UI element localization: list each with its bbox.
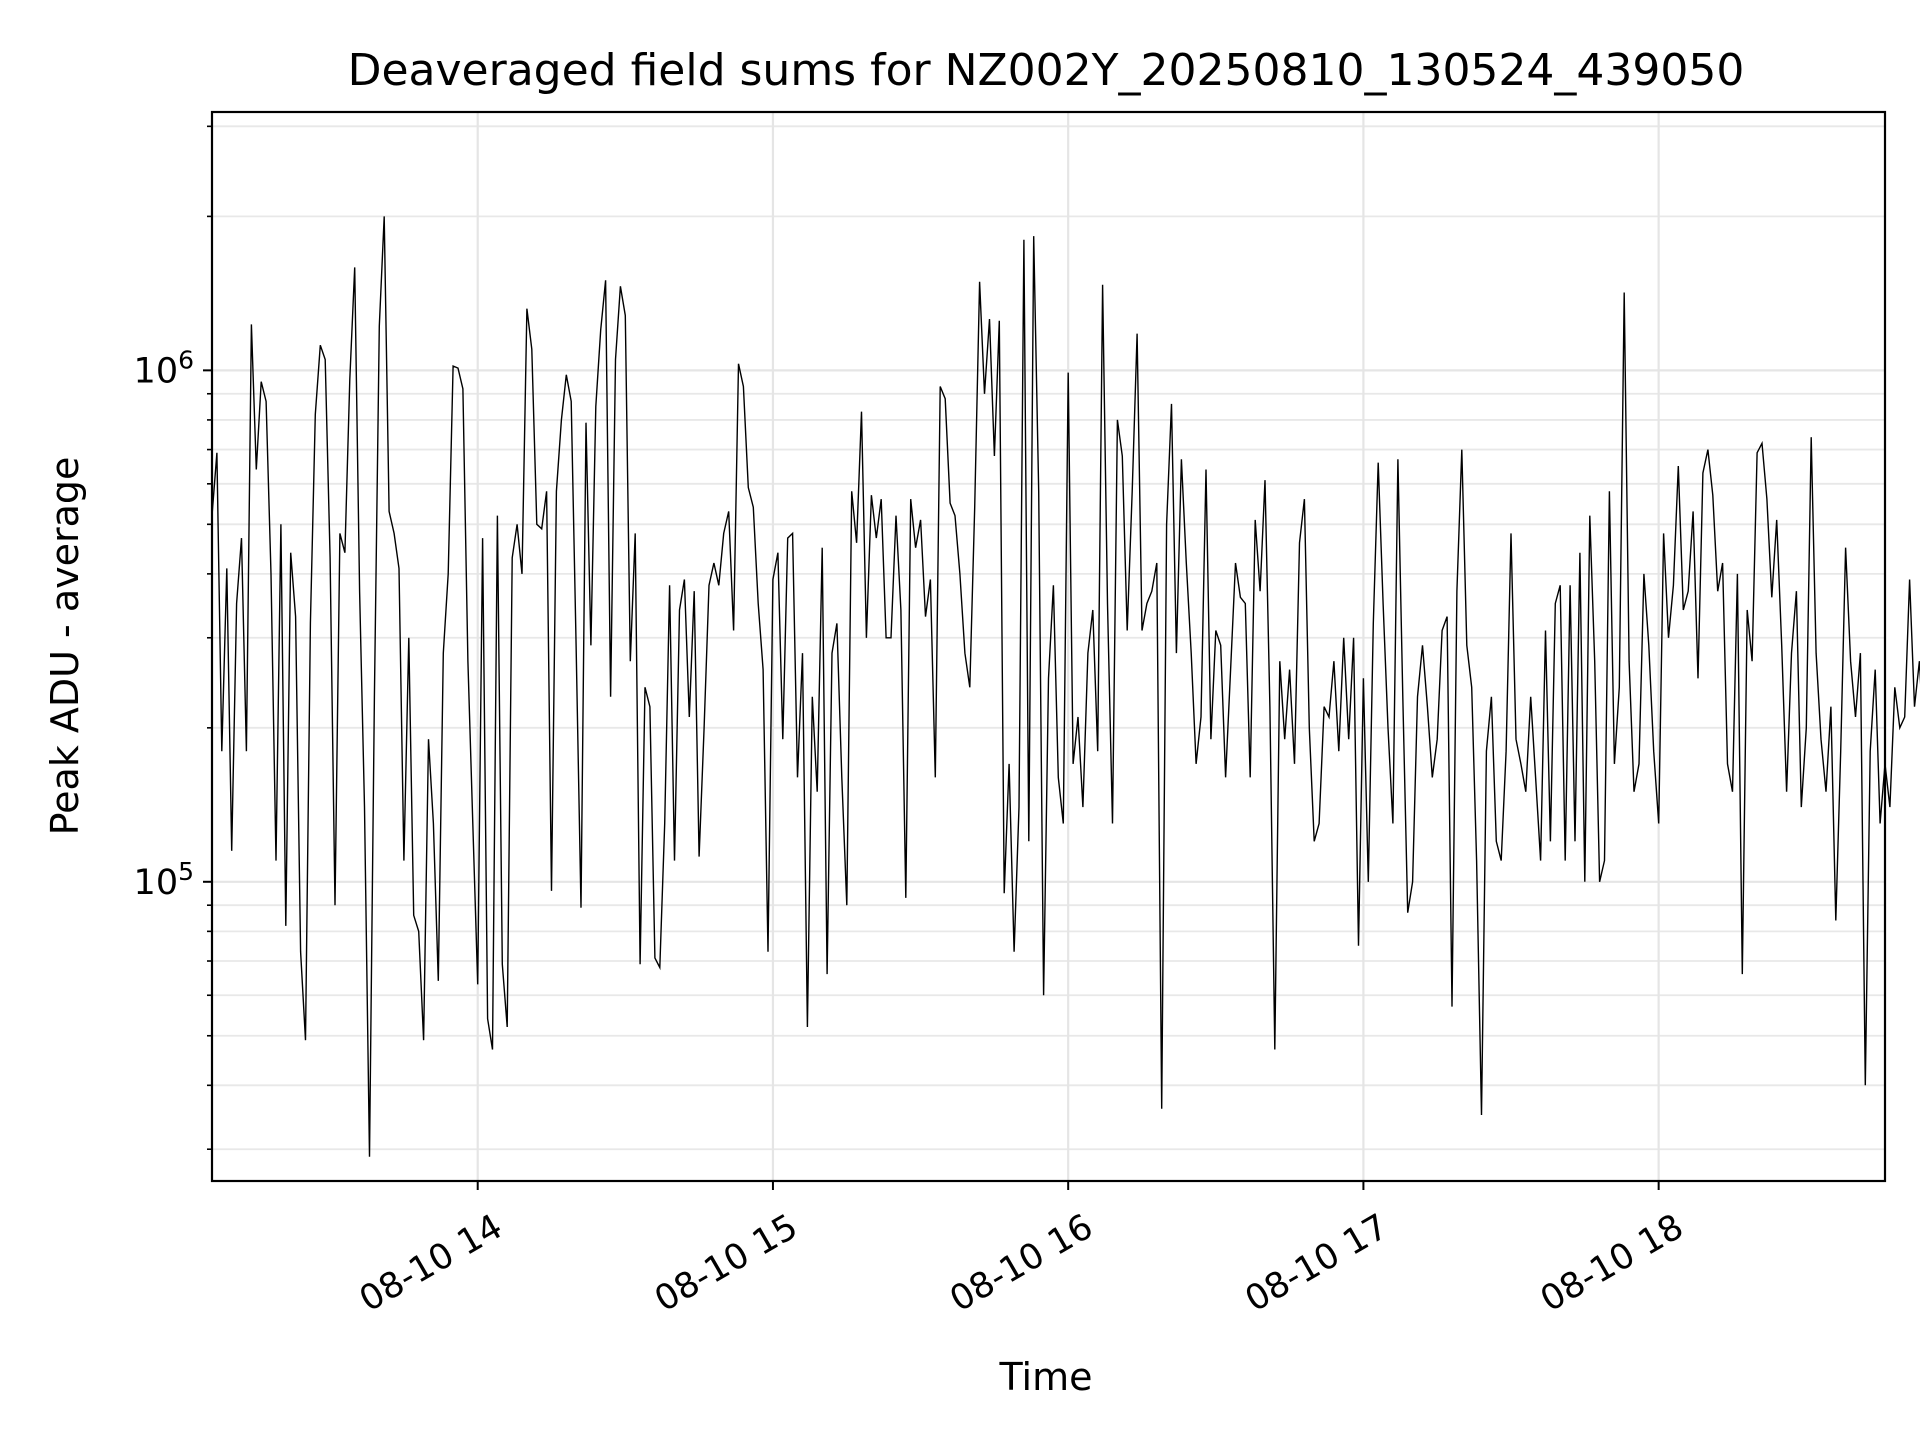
x-tick-label: 08-10 17 [1239, 1207, 1395, 1320]
x-tick-label: 08-10 15 [648, 1207, 804, 1320]
x-axis: 08-10 14 08-10 15 08-10 16 08-10 17 08-10 18 [353, 1181, 1690, 1320]
x-axis-label: Time [999, 1355, 1093, 1399]
plot-area [210, 110, 1887, 1183]
chart-title: Deaveraged field sums for NZ002Y_2025081… [348, 45, 1745, 96]
y-axis-label: Peak ADU - average [43, 457, 87, 836]
major-gridlines [212, 112, 1885, 1181]
y-tick-label: 106 [134, 345, 194, 391]
x-tick-label: 08-10 14 [353, 1207, 509, 1320]
y-tick-label: 105 [134, 857, 194, 903]
x-tick-label: 08-10 18 [1534, 1207, 1690, 1320]
y-axis: 105 106 [134, 345, 212, 903]
x-tick-label: 08-10 16 [944, 1207, 1100, 1320]
minor-gridlines [207, 125, 1885, 1151]
series-line [211, 216, 1920, 1157]
